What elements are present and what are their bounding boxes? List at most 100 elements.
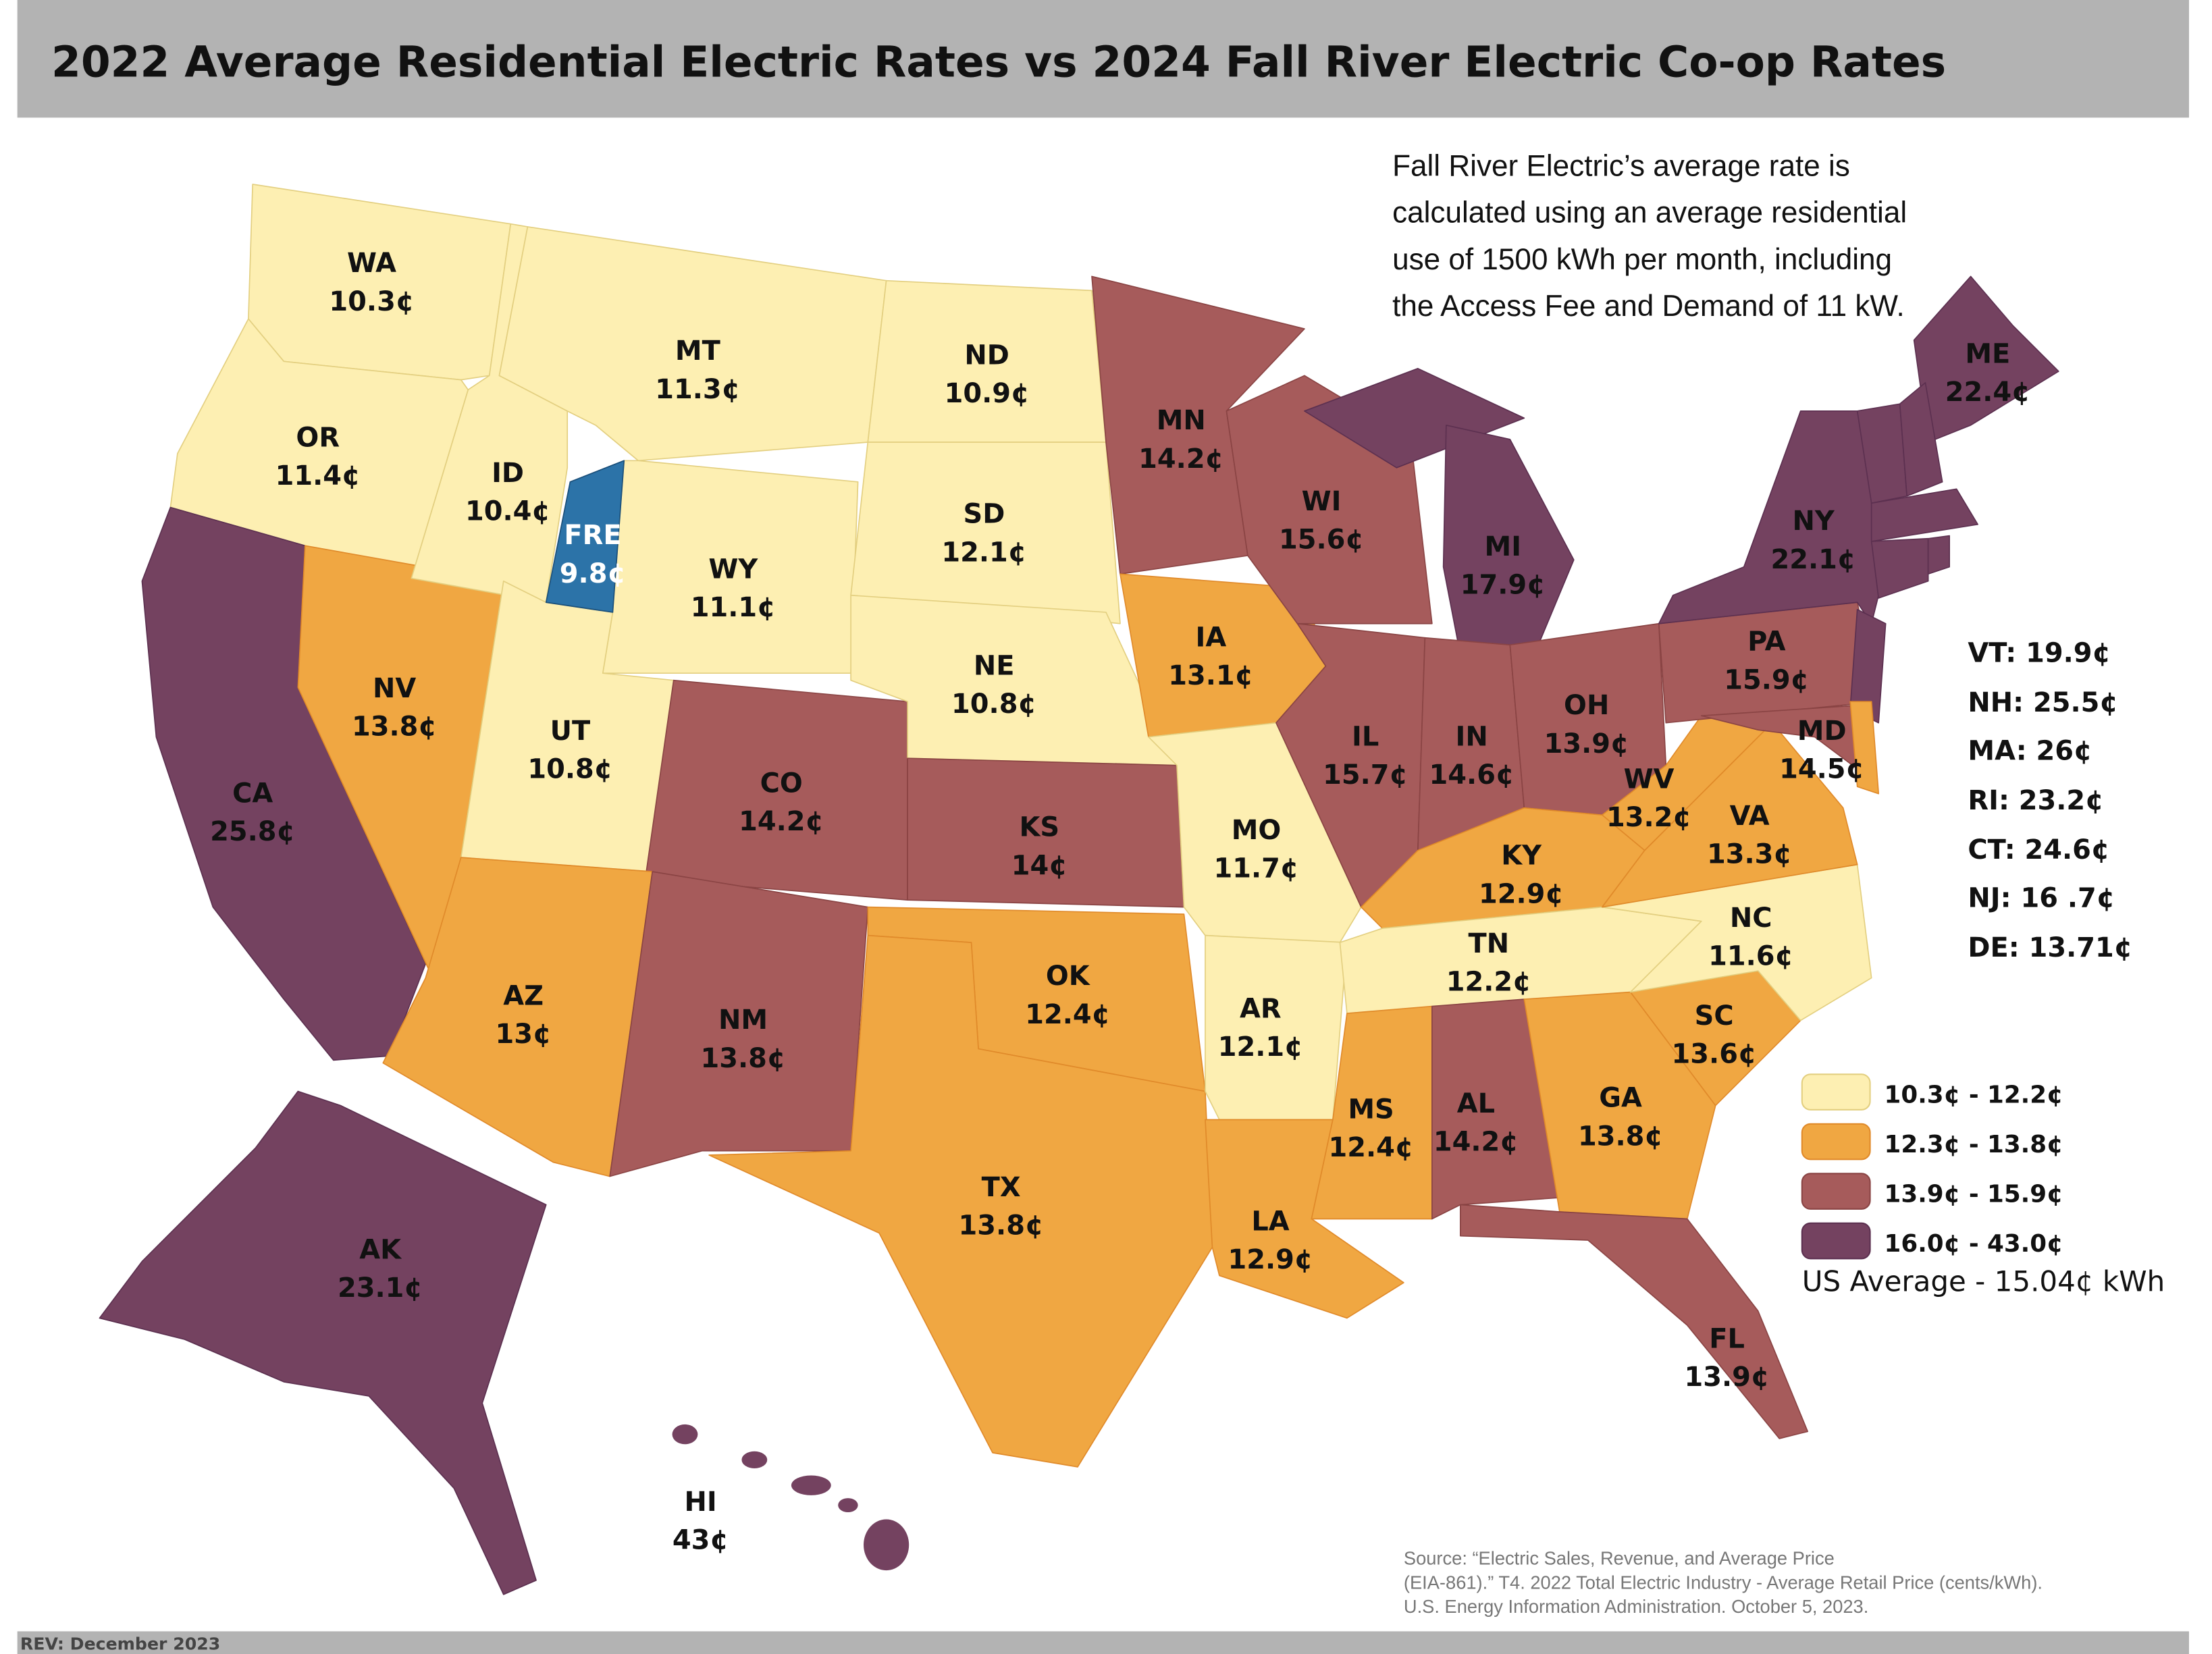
state-code-label: MI xyxy=(1485,531,1522,562)
legend-label: 13.9¢ - 15.9¢ xyxy=(1885,1180,2063,1208)
state-code-label: TX xyxy=(982,1172,1021,1203)
state-hi xyxy=(741,1451,768,1468)
state-code-label: AZ xyxy=(503,980,544,1011)
state-fl xyxy=(1460,1204,1809,1439)
state-rate-label: 13.9¢ xyxy=(1544,728,1629,759)
side-item: NJ: 16 .7¢ xyxy=(1968,883,2115,914)
state-rate-label: 12.9¢ xyxy=(1228,1244,1313,1275)
state-rate-label: 11.6¢ xyxy=(1708,941,1793,972)
state-ma xyxy=(1870,488,1978,542)
state-nh xyxy=(1899,381,1943,497)
state-code-label: NE xyxy=(974,650,1015,681)
state-rate-label: 14.5¢ xyxy=(1779,754,1864,785)
source-line: (EIA-861).” T4. 2022 Total Electric Indu… xyxy=(1404,1572,2043,1593)
state-rate-label: 13.6¢ xyxy=(1672,1039,1757,1070)
state-shapes xyxy=(99,184,2059,1595)
legend: 10.3¢ - 12.2¢ 12.3¢ - 13.8¢ 13.9¢ - 15.9… xyxy=(1801,1073,2165,1298)
state-wa xyxy=(248,184,512,381)
state-rate-label: 13.8¢ xyxy=(1578,1121,1663,1152)
state-ar xyxy=(1205,934,1348,1121)
state-nm xyxy=(609,871,869,1177)
state-code-label: NY xyxy=(1792,506,1835,537)
state-rate-label: 9.8¢ xyxy=(560,558,626,589)
state-hi xyxy=(864,1519,910,1571)
state-code-label: TN xyxy=(1469,928,1510,959)
state-nc xyxy=(1601,863,1872,1021)
legend-label: 12.3¢ - 13.8¢ xyxy=(1885,1131,2063,1158)
state-ny xyxy=(1658,410,1887,624)
legend-swatch xyxy=(1801,1123,1871,1161)
state-rate-label: 10.4¢ xyxy=(465,496,550,527)
state-rate-label: 13.2¢ xyxy=(1606,802,1691,833)
state-ri xyxy=(1927,535,1950,575)
state-rate-label: 12.9¢ xyxy=(1479,878,1564,909)
state-code-label: MN xyxy=(1157,405,1206,436)
side-item: NH: 25.5¢ xyxy=(1968,687,2118,718)
state-code-label: AR xyxy=(1240,993,1282,1024)
state-nj xyxy=(1849,608,1887,724)
state-rate-label: 23.1¢ xyxy=(338,1273,423,1304)
legend-label: 16.0¢ - 43.0¢ xyxy=(1885,1230,2063,1258)
state-rate-label: 11.3¢ xyxy=(655,374,740,405)
state-code-label: NV xyxy=(373,673,416,704)
state-code-label: GA xyxy=(1599,1083,1642,1114)
state-code-label: ME xyxy=(1965,338,2010,369)
state-rate-label: 12.4¢ xyxy=(1329,1132,1414,1163)
header-bar xyxy=(17,0,2189,118)
state-rate-label: 14.2¢ xyxy=(739,806,824,837)
state-rate-label: 14¢ xyxy=(1011,850,1068,881)
state-md xyxy=(1700,705,1872,780)
state-code-label: SD xyxy=(964,499,1005,530)
state-rate-label: 10.3¢ xyxy=(329,286,414,317)
state-code-label: MD xyxy=(1797,716,1847,747)
state-code-label: AK xyxy=(359,1234,402,1265)
source-line: U.S. Energy Information Administration. … xyxy=(1404,1596,1868,1617)
note-line: use of 1500 kWh per month, including xyxy=(1392,243,1892,276)
state-mi xyxy=(1304,368,1525,469)
state-code-label: MS xyxy=(1348,1094,1394,1125)
state-de xyxy=(1849,701,1880,795)
state-code-label: MT xyxy=(675,336,720,367)
state-hi xyxy=(791,1475,831,1495)
state-rate-label: 11.4¢ xyxy=(275,460,361,491)
state-code-label: WV xyxy=(1624,764,1675,795)
state-code-label: WI xyxy=(1302,486,1342,517)
state-code-label: CO xyxy=(760,768,803,799)
state-rate-label: 12.4¢ xyxy=(1025,999,1110,1030)
state-rate-label: 13.9¢ xyxy=(1684,1362,1769,1393)
state-code-label: ND xyxy=(964,340,1009,371)
state-code-label: KY xyxy=(1501,841,1542,872)
state-fre xyxy=(545,460,625,613)
state-rate-label: 15.9¢ xyxy=(1724,664,1809,695)
state-code-label: FRE xyxy=(564,520,621,551)
legend-swatch xyxy=(1801,1073,1871,1111)
state-rate-label: 10.8¢ xyxy=(951,689,1036,720)
state-rate-label: 12.1¢ xyxy=(1218,1032,1303,1063)
state-rate-label: 43¢ xyxy=(673,1525,729,1556)
state-rate-label: 12.1¢ xyxy=(941,537,1026,568)
state-hi xyxy=(838,1498,858,1513)
state-rate-label: 12.2¢ xyxy=(1446,966,1531,997)
state-rate-label: 11.7¢ xyxy=(1213,853,1298,884)
state-rate-label: 10.8¢ xyxy=(527,754,612,785)
state-code-label: HI xyxy=(684,1487,716,1518)
state-tx xyxy=(708,934,1213,1468)
state-rate-label: 15.6¢ xyxy=(1279,524,1364,555)
methodology-note: Fall River Electric’s average rate is ca… xyxy=(1392,149,1907,323)
state-hi xyxy=(672,1424,698,1445)
state-rate-label: 14.2¢ xyxy=(1138,444,1223,475)
side-item: MA: 26¢ xyxy=(1968,735,2092,766)
state-rate-label: 22.1¢ xyxy=(1771,544,1856,575)
side-item: DE: 13.71¢ xyxy=(1968,932,2132,963)
state-rate-label: 13.8¢ xyxy=(352,712,437,743)
state-rate-label: 10.9¢ xyxy=(945,378,1030,409)
state-code-label: FL xyxy=(1709,1324,1745,1355)
state-labels: WA 10.3¢ OR 11.4¢ CA 25.8¢ NV 13.8¢ ID 10.4¢ MT 11.… xyxy=(210,248,2030,1556)
state-code-label: MO xyxy=(1232,815,1282,846)
state-code-label: VA xyxy=(1730,801,1770,832)
footer-bar xyxy=(17,1631,2189,1654)
us-average: US Average - 15.04¢ kWh xyxy=(1802,1265,2165,1298)
state-code-label: CA xyxy=(232,778,273,809)
small-states-list: VT: 19.9¢ NH: 25.5¢ MA: 26¢ RI: 23.2¢ CT… xyxy=(1968,637,2132,963)
